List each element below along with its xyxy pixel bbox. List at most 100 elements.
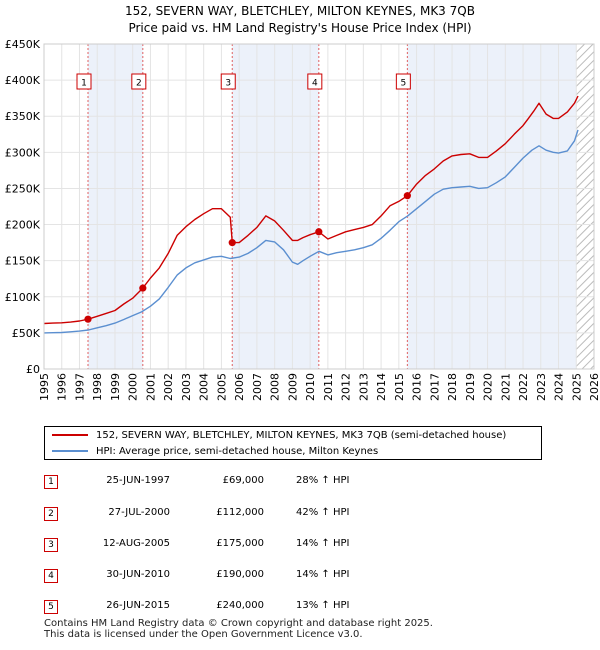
legend-swatch-hpi [52,450,88,452]
x-tick-label: 1995 [38,373,51,401]
legend-item-property: 152, SEVERN WAY, BLETCHLEY, MILTON KEYNE… [52,428,506,444]
y-tick-label: £100K [5,291,41,304]
sale-point [403,192,411,200]
y-tick-label: £150K [5,255,41,268]
sale-price: £190,000 [216,569,264,580]
shaded-period [232,44,319,369]
x-tick-label: 2013 [357,373,370,401]
chart-title: 152, SEVERN WAY, BLETCHLEY, MILTON KEYNE… [0,3,600,37]
x-tick-label: 2004 [198,373,211,401]
title-line-1: 152, SEVERN WAY, BLETCHLEY, MILTON KEYNE… [125,4,475,18]
x-tick-label: 2023 [535,373,548,401]
table-row: 2 27-JUL-2000 £112,000 42% ↑ HPI [44,503,544,527]
sale-date: 25-JUN-1997 [106,475,170,486]
forecast-hatch [576,44,594,369]
sale-number-box [220,73,236,90]
legend: 152, SEVERN WAY, BLETCHLEY, MILTON KEYNE… [44,426,542,460]
sale-hpi-change: 14% ↑ HPI [296,569,350,580]
sale-hpi-change: 42% ↑ HPI [296,507,350,518]
x-tick-label: 1999 [109,373,122,401]
sale-date: 27-JUL-2000 [108,507,170,518]
table-row: 5 26-JUN-2015 £240,000 13% ↑ HPI [44,596,544,620]
x-tick-label: 2011 [322,373,335,401]
sale-number-badge: 3 [44,538,58,552]
x-tick-label: 2000 [127,373,140,401]
x-tick-label: 1996 [56,373,69,401]
x-tick-label: 2024 [553,373,566,401]
x-tick-label: 2003 [180,373,193,401]
y-tick-label: £200K [5,219,41,232]
sale-price: £69,000 [222,475,264,486]
legend-label-hpi: HPI: Average price, semi-detached house,… [96,446,379,457]
legend-label-property: 152, SEVERN WAY, BLETCHLEY, MILTON KEYNE… [96,430,507,441]
sale-number-badge: 4 [44,569,58,583]
x-tick-label: 1998 [91,373,104,401]
sale-number-label: 4 [312,79,318,89]
x-tick-label: 2017 [428,373,441,401]
x-tick-label: 2012 [340,373,353,401]
sale-number-badge: 2 [44,507,58,521]
sale-number-label: 5 [400,79,406,89]
sale-date: 30-JUN-2010 [106,569,170,580]
x-tick-label: 2025 [570,373,583,401]
x-tick-label: 2001 [144,373,157,401]
sale-number-box [76,73,92,90]
sale-date: 26-JUN-2015 [106,600,170,611]
sale-point [139,284,147,292]
y-tick-label: £250K [5,182,41,195]
sale-point [228,239,236,247]
plot-frame [43,43,595,370]
y-tick-label: £0 [26,363,40,376]
table-row: 1 25-JUN-1997 £69,000 28% ↑ HPI [44,471,544,495]
x-tick-label: 2008 [269,373,282,401]
sale-number-badge: 1 [44,475,58,489]
y-tick-label: £400K [5,74,41,87]
x-tick-label: 2016 [411,373,424,401]
x-tick-label: 2006 [233,373,246,401]
legend-item-hpi: HPI: Average price, semi-detached house,… [52,444,378,460]
y-tick-label: £50K [12,327,41,340]
sale-date: 12-AUG-2005 [102,538,170,549]
sale-point [84,315,92,323]
shaded-period [407,44,577,369]
sale-price: £240,000 [216,600,264,611]
table-row: 3 12-AUG-2005 £175,000 14% ↑ HPI [44,534,544,558]
x-tick-label: 2009 [286,373,299,401]
x-tick-label: 2022 [517,373,530,401]
x-tick-label: 2005 [215,373,228,401]
sale-number-box [131,73,147,90]
sale-hpi-change: 13% ↑ HPI [296,600,350,611]
sale-point [315,228,323,236]
title-line-2: Price paid vs. HM Land Registry's House … [128,21,472,35]
footer-line-2: This data is licensed under the Open Gov… [44,629,363,640]
x-tick-label: 2014 [375,373,388,401]
x-tick-label: 1997 [73,373,86,401]
x-tick-label: 2020 [482,373,495,401]
legend-swatch-property [52,434,88,436]
sale-number-box [395,73,411,90]
sale-price: £175,000 [216,538,264,549]
footer: Contains HM Land Registry data © Crown c… [44,618,433,640]
sale-number-label: 2 [136,79,142,89]
sale-hpi-change: 14% ↑ HPI [296,538,350,549]
x-tick-label: 2026 [588,373,600,401]
y-tick-label: £450K [5,38,41,51]
y-tick-label: £300K [5,146,41,159]
x-tick-label: 2021 [499,373,512,401]
sale-number-label: 1 [81,79,87,89]
sale-number-label: 3 [225,79,231,89]
x-tick-label: 2010 [304,373,317,401]
sale-hpi-change: 28% ↑ HPI [296,475,350,486]
y-tick-label: £350K [5,110,41,123]
x-tick-label: 2018 [446,373,459,401]
x-tick-label: 2007 [251,373,264,401]
x-tick-label: 2019 [464,373,477,401]
x-tick-label: 2002 [162,373,175,401]
table-row: 4 30-JUN-2010 £190,000 14% ↑ HPI [44,565,544,589]
sale-number-box [307,73,323,90]
x-tick-label: 2015 [393,373,406,401]
sale-price: £112,000 [216,507,264,518]
hpi-line [43,129,579,334]
footer-line-1: Contains HM Land Registry data © Crown c… [44,618,433,629]
price-chart: £0 £50K £100K £150K £200K £250K £300K £350K £400… [5,38,600,401]
